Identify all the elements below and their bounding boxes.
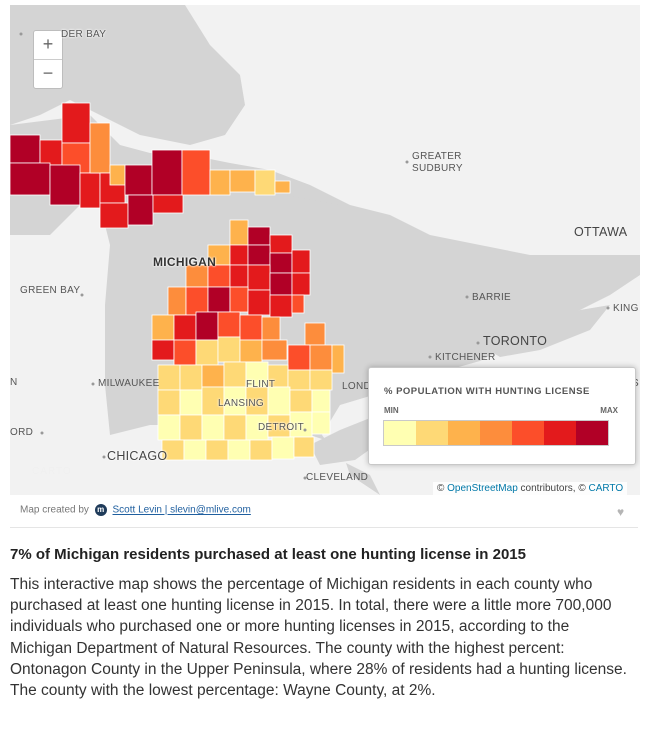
- legend-min-label: MIN: [384, 406, 399, 415]
- carto-watermark: CARTO: [32, 466, 72, 477]
- city-markers: [19, 32, 610, 480]
- zoom-control: + −: [33, 30, 63, 89]
- zoom-in-button[interactable]: +: [42, 34, 54, 54]
- lake-superior: [10, 5, 245, 145]
- legend-title: % POPULATION WITH HUNTING LICENSE: [384, 386, 590, 397]
- label-detroit: DETROIT: [258, 422, 304, 433]
- label-greater-sudbury-line1: GREATER: [412, 151, 462, 162]
- lower-peninsula-counties: [151, 219, 345, 461]
- upper-peninsula-counties: [10, 102, 291, 229]
- article-headline: 7% of Michigan residents purchased at le…: [10, 546, 526, 563]
- label-flint: FLINT: [246, 379, 276, 390]
- mlive-logo-icon: m: [94, 504, 107, 516]
- label-left-edge-ord: ORD: [10, 427, 34, 438]
- legend-color-scale: [383, 420, 609, 446]
- divider: [10, 527, 638, 528]
- legend-max-label: MAX: [600, 406, 618, 415]
- heart-icon[interactable]: ♥: [617, 505, 625, 519]
- label-thunder-bay: DER BAY: [61, 29, 107, 40]
- map-credit: Map created by m Scott Levin | slevin@ml…: [20, 504, 251, 516]
- legend-swatch-5: [512, 421, 544, 445]
- label-london: LOND: [342, 381, 371, 392]
- label-chicago: CHICAGO: [107, 449, 168, 463]
- label-greater-sudbury-line2: SUDBURY: [412, 163, 463, 174]
- label-ottawa: OTTAWA: [574, 225, 628, 239]
- label-kitchener: KITCHENER: [435, 352, 496, 363]
- legend-swatch-3: [448, 421, 480, 445]
- legend-swatch-1: [384, 421, 416, 445]
- author-link[interactable]: Scott Levin | slevin@mlive.com: [112, 504, 251, 516]
- legend-swatch-6: [544, 421, 576, 445]
- lake-ontario: [480, 305, 610, 357]
- lake-huron: [285, 195, 430, 360]
- legend-swatch-7: [576, 421, 608, 445]
- label-milwaukee: MILWAUKEE: [98, 378, 160, 389]
- article-body: This interactive map shows the percentag…: [10, 576, 627, 700]
- label-toronto: TORONTO: [483, 334, 548, 348]
- land-us-west: [10, 205, 110, 495]
- hunting-license-map[interactable]: + − DER BAY GREATER SUDBURY OTTAWA MICHI…: [10, 5, 640, 495]
- label-king: KING: [613, 303, 639, 314]
- zoom-out-button[interactable]: −: [34, 59, 62, 88]
- label-green-bay: GREEN BAY: [20, 285, 81, 296]
- label-michigan: MICHIGAN: [153, 255, 217, 269]
- openstreetmap-link[interactable]: OpenStreetMap: [447, 483, 518, 494]
- attribution-middle: contributors, ©: [517, 483, 589, 494]
- label-barrie: BARRIE: [472, 292, 512, 303]
- carto-link[interactable]: CARTO: [588, 483, 624, 494]
- legend-swatch-4: [480, 421, 512, 445]
- label-left-edge-n: N: [10, 377, 18, 388]
- legend-swatch-2: [416, 421, 448, 445]
- attribution-prefix: ©: [437, 483, 448, 494]
- map-legend: % POPULATION WITH HUNTING LICENSE MIN MA…: [368, 367, 636, 465]
- label-cleveland: CLEVELAND: [306, 472, 369, 483]
- label-lansing: LANSING: [218, 398, 265, 409]
- map-attribution: © OpenStreetMap contributors, © CARTO: [433, 482, 628, 495]
- credit-prefix: Map created by: [20, 504, 89, 516]
